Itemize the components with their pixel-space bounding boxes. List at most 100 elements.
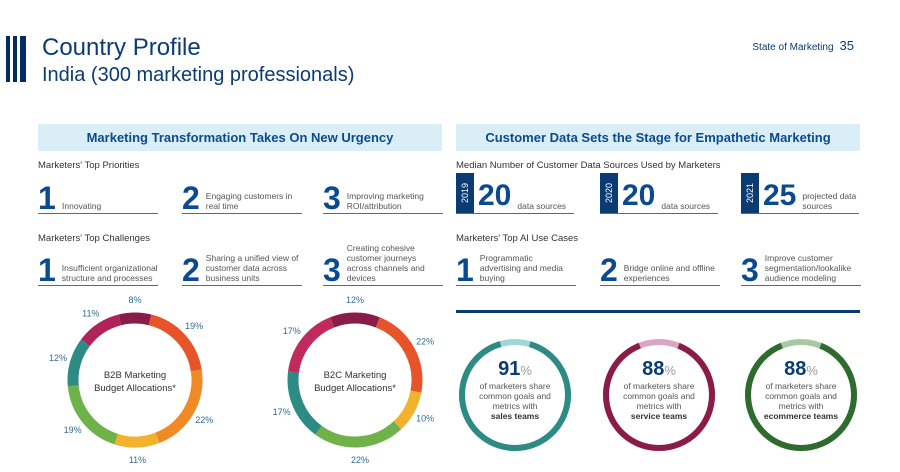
page-number: 35: [839, 38, 854, 53]
priority-item: 3 Improving marketing ROI/attribution: [323, 172, 443, 214]
b2b-budget-donut-chart: 8% 19% 22% 11% 19% 12% 11% B2B Marketing Budget …: [49, 295, 213, 465]
b2c-budget-donut-chart: 12% 22% 10% 22% 17% 17% B2C Marketing Budget Al…: [273, 295, 435, 465]
donut-slice: [330, 312, 380, 328]
stat-description: metrics with: [778, 401, 824, 411]
priority-item: 2 Engaging customers in real time: [182, 172, 302, 214]
donut-title-line: Budget Allocations*: [94, 383, 176, 394]
donut-slice-label: 8%: [128, 295, 141, 305]
donut-slice-label: 19%: [64, 425, 82, 435]
challenge-text: Creating cohesive customer journeys acro…: [346, 243, 425, 283]
page-title: Country Profile: [42, 34, 201, 61]
donut-slice-label: 22%: [416, 336, 434, 346]
donut-slice-label: 10%: [416, 414, 434, 424]
donut-slice: [315, 421, 402, 448]
stat-percent: %: [806, 363, 818, 378]
donut-slice: [287, 371, 322, 435]
stat-text: 88% of marketers share common goals and met…: [742, 358, 860, 421]
ai-use-case-item: 3 Improve customer segmentation/lookalike…: [741, 244, 861, 286]
stat-value-line: 88%: [600, 358, 718, 381]
challenge-number: 3: [323, 252, 341, 288]
stat-percent: %: [520, 363, 532, 378]
donut-title-line: B2C Marketing: [324, 370, 387, 381]
priority-item: 1 Innovating: [38, 172, 158, 214]
challenge-number: 1: [38, 252, 56, 288]
priority-text: Engaging customers in real time: [205, 191, 293, 211]
stat-percent: %: [664, 363, 676, 378]
data-source-value: 20: [622, 179, 656, 212]
challenge-number: 2: [182, 252, 200, 288]
stat-text: 91% of marketers share common goals and met…: [456, 358, 574, 421]
priority-number: 3: [323, 180, 341, 216]
data-source-value: 25: [763, 179, 797, 212]
right-section-heading: Customer Data Sets the Stage for Empathe…: [456, 124, 860, 151]
donut-slice-label: 22%: [351, 455, 369, 465]
challenge-item: 2 Sharing a unified view of customer data…: [182, 244, 302, 286]
data-source-item: 2020 20 data sources: [600, 172, 718, 214]
stat-ring-graphic: [603, 338, 715, 451]
ai-use-case-number: 2: [600, 252, 618, 288]
stat-description: metrics with: [636, 401, 682, 411]
priority-text: Improving marketing ROI/attribution: [346, 191, 424, 211]
donut-slice: [155, 369, 203, 443]
ai-use-case-number: 3: [741, 252, 759, 288]
data-source-unit: data sources: [661, 201, 711, 211]
donut-title-line: B2B Marketing: [104, 370, 166, 381]
stat-value: 91: [498, 358, 521, 380]
report-header: State of Marketing 35: [752, 38, 854, 53]
year-badge: 2020: [600, 173, 618, 213]
challenge-text: Insufficient organizational structure an…: [61, 263, 158, 283]
section-divider: [456, 310, 860, 313]
challenges-label: Marketers' Top Challenges: [38, 233, 151, 244]
data-source-value: 20: [478, 179, 512, 212]
donut-slice-label: 12%: [346, 295, 364, 305]
ai-use-case-text: Programmatic advertising and media buyin…: [479, 253, 563, 283]
donut-slice: [375, 317, 423, 393]
year-badge: 2021: [741, 173, 759, 213]
donut-slice: [118, 312, 152, 326]
year-badge: 2019: [456, 173, 474, 213]
challenge-item: 3 Creating cohesive customer journeys acr…: [323, 243, 443, 288]
data-source-unit: projected data sources: [802, 191, 857, 211]
stat-value-line: 91%: [456, 358, 574, 381]
ai-use-case-number: 1: [456, 252, 474, 288]
donut-slice-label: 11%: [82, 308, 99, 318]
donut-slice: [81, 314, 122, 347]
donut-slice-label: 22%: [195, 415, 213, 425]
stat-team: ecommerce teams: [763, 411, 839, 421]
report-name: State of Marketing: [752, 42, 834, 53]
donut-slice: [67, 339, 91, 387]
donut-slice: [148, 314, 202, 372]
stat-description: of marketers share: [623, 381, 695, 391]
stat-description: common goals and: [479, 391, 551, 401]
left-section-heading: Marketing Transformation Takes On New Ur…: [38, 124, 442, 151]
donut-slice: [393, 390, 422, 430]
donut-slice: [288, 317, 335, 374]
stat-ring-graphic: [459, 339, 571, 451]
year-text: 2021: [745, 182, 755, 204]
priority-text: Innovating: [62, 201, 102, 211]
donut-slice: [114, 432, 160, 448]
donut-slice-label: 17%: [283, 326, 301, 336]
stat-description: common goals and: [623, 391, 695, 401]
stat-ring-fill: [745, 338, 857, 451]
ai-use-case-item: 2 Bridge online and offline experiences: [600, 244, 720, 286]
ai-use-case-item: 1 Programmatic advertising and media buyi…: [456, 244, 576, 286]
data-source-item: 2019 20 data sources: [456, 172, 574, 214]
donut-slice-label: 17%: [273, 407, 291, 417]
stat-ring-fill: [603, 338, 715, 451]
stat-value-line: 88%: [742, 358, 860, 381]
stat-value: 88: [784, 358, 807, 380]
stat-team: sales teams: [490, 411, 540, 421]
priorities-label: Marketers' Top Priorities: [38, 160, 140, 171]
data-source-unit: data sources: [517, 201, 567, 211]
donut-slice: [67, 385, 119, 445]
donut-title-line: Budget Allocations*: [314, 383, 396, 394]
stat-description: metrics with: [492, 401, 538, 411]
stat-ring-graphic: [745, 338, 857, 451]
stat-description: of marketers share: [765, 381, 837, 391]
stat-description: common goals and: [765, 391, 837, 401]
ai-use-case-text: Improve customer segmentation/lookalike …: [764, 253, 852, 283]
priority-number: 2: [182, 180, 200, 216]
donut-slice-label: 12%: [49, 353, 67, 363]
stat-team: service teams: [630, 411, 688, 421]
